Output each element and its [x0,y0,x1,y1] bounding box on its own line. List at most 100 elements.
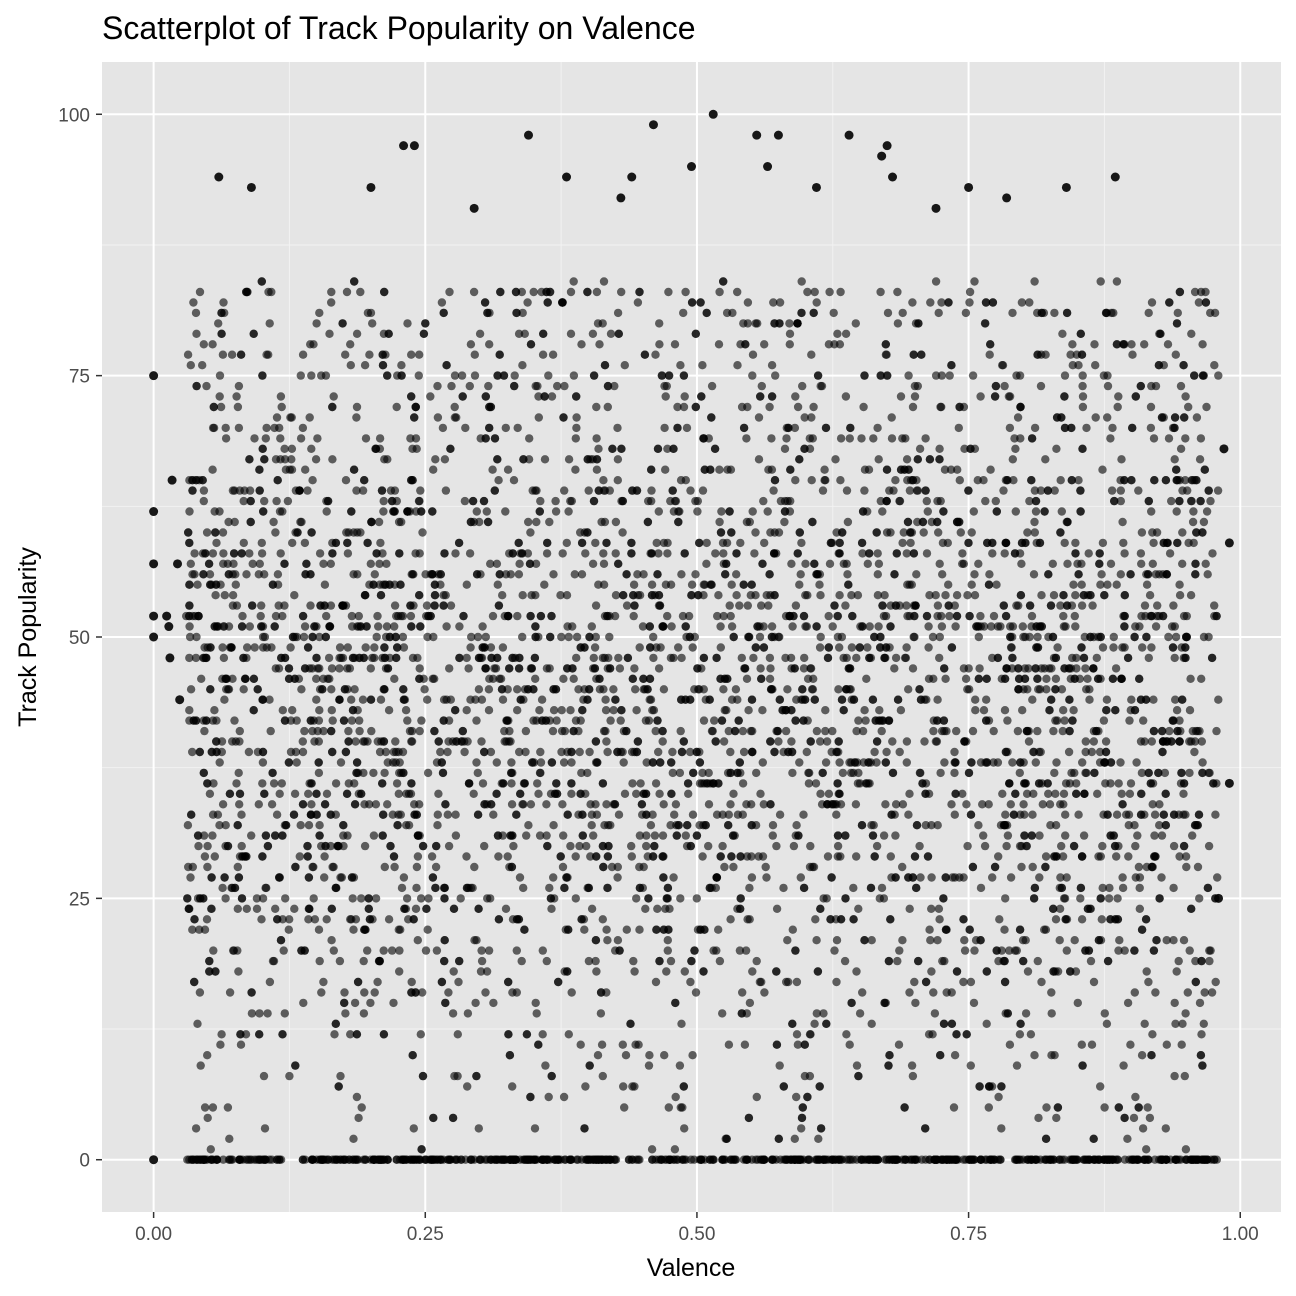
scatter-point [765,653,775,663]
scatter-point [1147,643,1156,652]
scatter-point [902,758,911,767]
scatter-point [859,402,868,412]
scatter-point [508,1082,517,1091]
scatter-point [713,611,722,621]
scatter-point [824,340,834,349]
scatter-point [791,476,800,485]
scatter-point [276,455,285,464]
scatter-point [959,559,968,568]
scatter-point [1214,695,1223,704]
scatter-point [463,1009,473,1018]
scatter-point [202,528,212,537]
scatter-point [738,988,747,997]
scatter-point [288,706,297,715]
scatter-point [1197,956,1206,966]
scatter-point [1052,852,1061,861]
scatter-point [1109,632,1119,642]
scatter-point [1062,873,1071,882]
scatter-point [575,747,584,757]
scatter-point [769,298,778,307]
scatter-point [627,841,636,851]
scatter-point [595,340,604,349]
scatter-point [1131,873,1141,882]
scatter-point [835,340,845,349]
scatter-point [1179,936,1189,945]
scatter-point [432,946,442,955]
scatter-point [262,643,271,652]
scatter-point [630,664,639,673]
scatter-point [947,1019,957,1028]
scatter-point [547,1071,556,1081]
scatter-point [230,517,239,527]
scatter-point [887,413,896,422]
scatter-point [1018,706,1027,715]
scatter-point [613,423,622,433]
scatter-point [438,423,448,433]
scatter-point [199,1155,209,1164]
scatter-point [1157,873,1166,882]
scatter-point [551,685,561,694]
scatter-point [758,706,767,715]
scatter-point [234,381,244,391]
scatter-point [210,852,219,861]
scatter-point [1118,800,1127,809]
scatter-point [286,716,296,725]
scatter-point [577,570,587,579]
scatter-point [1066,350,1075,359]
scatter-point [603,936,612,945]
scatter-point [831,455,840,464]
scatter-point [1191,956,1200,966]
scatter-point [519,883,528,893]
scatter-point [1195,998,1205,1008]
scatter-point [1112,277,1122,286]
scatter-point [595,674,604,683]
scatter-point [1050,768,1059,778]
scatter-point [233,402,243,412]
scatter-point [933,716,942,725]
scatter-point [392,779,402,788]
scatter-point [197,674,206,683]
scatter-point [367,517,376,527]
scatter-point [376,695,386,704]
scatter-point [1013,413,1023,422]
scatter-point [468,496,478,506]
scatter-point [440,883,449,893]
scatter-point [718,1009,727,1018]
scatter-point [569,726,578,736]
scatter-point [407,350,416,359]
scatter-point [915,841,924,851]
scatter-point [759,496,768,506]
scatter-point [744,706,753,715]
scatter-point [587,821,596,830]
scatter-point [758,852,768,861]
scatter-point [1144,653,1154,663]
scatter-point [788,768,797,778]
scatter-point [548,726,558,736]
scatter-point [844,580,853,589]
scatter-point [242,570,251,579]
scatter-point [934,528,943,537]
scatter-point [570,570,579,579]
scatter-point [1148,800,1157,809]
scatter-point [921,1124,930,1133]
scatter-point [997,1082,1006,1091]
scatter-point [462,852,471,861]
scatter-point [266,726,275,736]
scatter-point [868,831,878,840]
scatter-point [390,622,399,631]
scatter-point [705,1155,715,1164]
scatter-point [598,779,608,788]
scatter-point [520,329,529,338]
scatter-point [699,967,708,976]
scatter-point [418,528,427,537]
scatter-point [993,653,1003,663]
scatter-point [559,831,568,840]
scatter-point [533,779,542,788]
scatter-point [513,611,522,621]
scatter-point [1078,381,1087,391]
scatter-point [1193,862,1203,872]
scatter-point [1114,779,1123,788]
scatter-point [211,967,220,976]
scatter-point [344,737,353,746]
scatter-point [791,946,800,955]
